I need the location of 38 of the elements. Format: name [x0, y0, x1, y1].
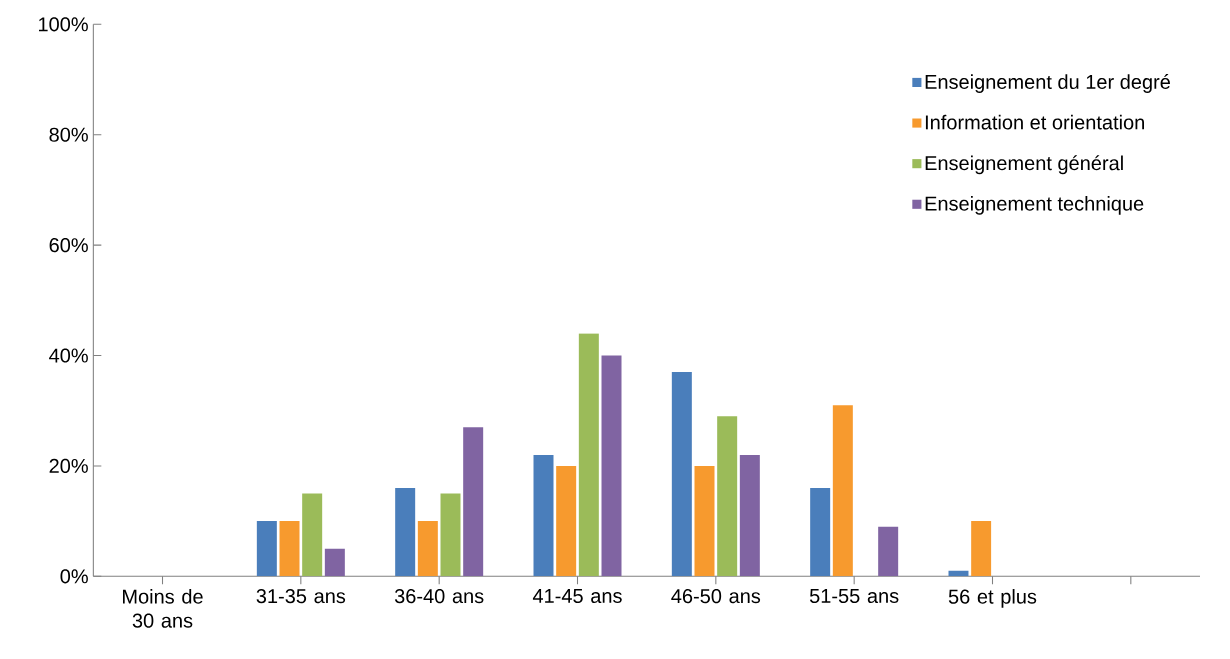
bar	[717, 416, 738, 577]
y-tick-label: 100%	[39, 17, 88, 32]
y-tick-label: 40%	[49, 348, 88, 363]
y-tick-label: 0%	[60, 569, 88, 584]
bar	[971, 521, 992, 577]
legend-label: Enseignement technique	[925, 196, 1144, 215]
x-tick-label: 51-55 ans	[809, 589, 899, 603]
legend-label: Enseignement général	[925, 155, 1123, 175]
legend-label: Enseignement du 1er degré	[925, 74, 1170, 93]
x-tick-label: 36-40 ans	[394, 589, 484, 604]
legend-label: Information et orientation	[925, 114, 1144, 130]
bar	[578, 333, 599, 577]
y-tick-label: 20%	[49, 458, 88, 473]
bar	[694, 465, 715, 577]
bar	[324, 548, 345, 577]
bar	[279, 521, 300, 577]
bar	[556, 465, 577, 577]
x-tick-label: Moins de 30 ans	[123, 589, 203, 628]
x-tick-label: 46-50 ans	[671, 589, 761, 604]
bar	[832, 405, 853, 577]
bar	[948, 570, 969, 577]
x-tick-label: 31-35 ans	[256, 589, 346, 604]
y-tick-label: 80%	[49, 127, 88, 142]
bar	[671, 372, 692, 577]
bar	[440, 493, 461, 577]
x-tick-label: 56 et plus	[948, 589, 1037, 608]
bar	[601, 355, 622, 577]
bar	[533, 454, 554, 577]
bar	[810, 488, 831, 577]
x-tick-label: 41-45 ans	[532, 589, 622, 603]
bar	[302, 493, 323, 577]
bar	[417, 521, 438, 577]
bar	[739, 454, 760, 577]
bar	[463, 427, 484, 577]
bar	[256, 521, 277, 577]
y-tick-label: 60%	[49, 238, 88, 253]
bar	[878, 526, 899, 577]
bar	[395, 488, 416, 577]
